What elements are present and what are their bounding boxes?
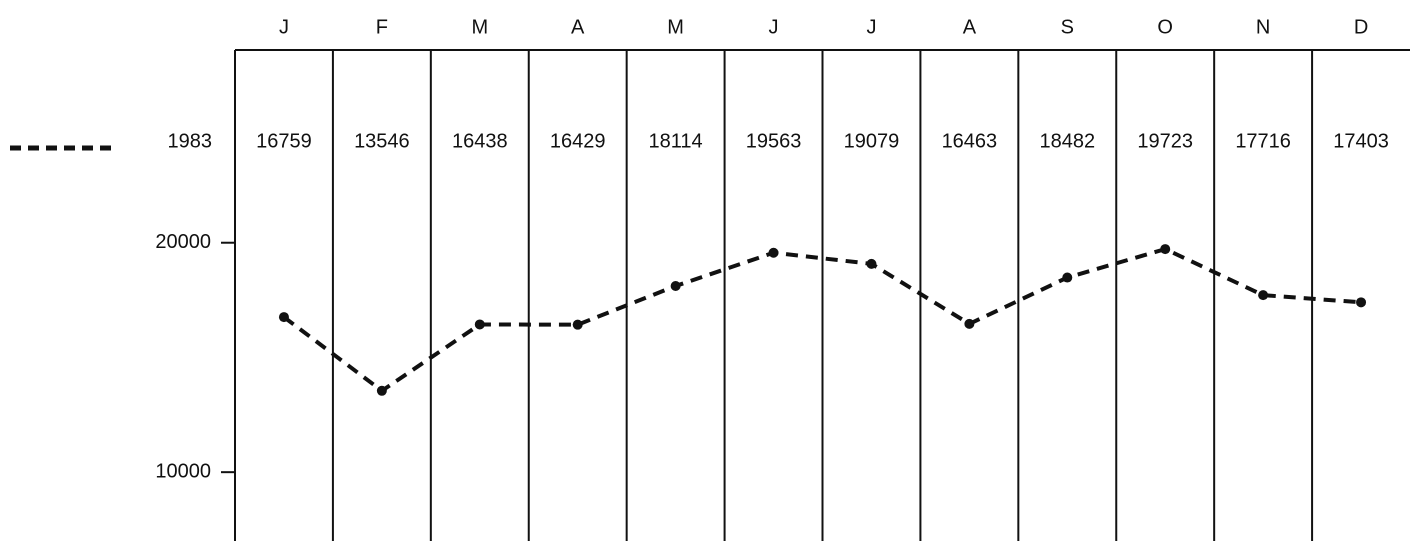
data-point (964, 318, 975, 329)
data-point (1062, 272, 1073, 283)
data-point (1160, 244, 1171, 255)
x-tick-label: J (866, 16, 876, 38)
x-tick-label: J (279, 16, 289, 38)
x-tick-label: D (1354, 16, 1368, 38)
legend-label: 1983 (168, 130, 213, 152)
data-point (572, 319, 583, 330)
value-label: 16759 (256, 130, 312, 152)
value-label: 16438 (452, 130, 508, 152)
value-label: 16429 (550, 130, 606, 152)
data-line (282, 246, 1362, 394)
y-tick-label: 20000 (155, 231, 211, 253)
value-label: 13546 (354, 130, 410, 152)
value-label: 18482 (1039, 130, 1095, 152)
data-point (670, 281, 681, 292)
value-label: 18114 (649, 130, 703, 152)
data-point (768, 247, 779, 258)
data-point (376, 385, 387, 396)
y-tick-label: 10000 (155, 460, 211, 482)
x-tick-label: F (376, 16, 388, 38)
value-label: 19723 (1137, 130, 1193, 152)
value-label: 17403 (1333, 130, 1389, 152)
data-point (278, 312, 289, 323)
value-label: 19563 (746, 130, 802, 152)
x-tick-label: M (667, 16, 684, 38)
value-label: 17716 (1235, 130, 1291, 152)
x-tick-label: M (471, 16, 488, 38)
x-tick-label: A (963, 16, 977, 38)
x-tick-label: A (571, 16, 585, 38)
value-label: 19079 (844, 130, 900, 152)
data-point (866, 258, 877, 269)
x-tick-label: O (1157, 16, 1173, 38)
data-point (1356, 297, 1367, 308)
x-tick-label: S (1061, 16, 1074, 38)
data-point (1258, 290, 1269, 301)
value-label: 16463 (942, 130, 998, 152)
data-point (474, 319, 485, 330)
x-tick-label: J (769, 16, 779, 38)
x-tick-label: N (1256, 16, 1270, 38)
